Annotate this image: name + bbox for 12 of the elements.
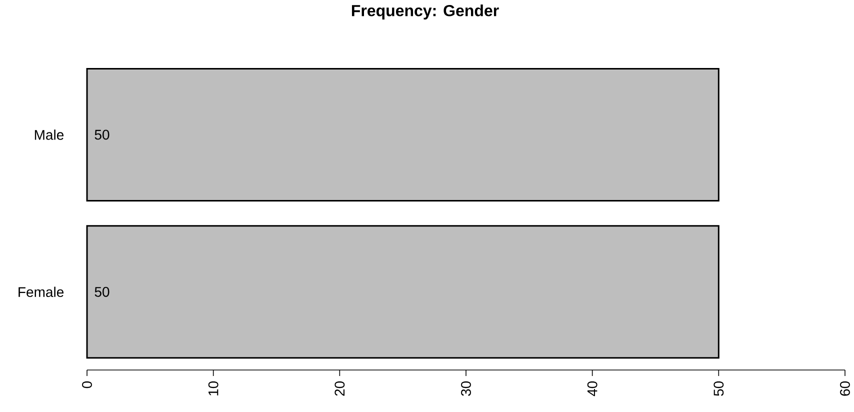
data-label: 50 [94, 130, 110, 140]
data-label: 50 [94, 286, 110, 297]
y-tick-label: Female [18, 286, 64, 298]
x-tick-label: 0 [82, 381, 92, 388]
x-tick-label: 30 [461, 381, 471, 396]
x-tick-label: 20 [334, 381, 345, 396]
x-tick-label: 50 [714, 381, 724, 396]
y-tick-label: Male [34, 130, 64, 140]
chart-title: Frequency: Gender [352, 4, 499, 20]
x-tick-label: 40 [587, 381, 598, 396]
x-tick-label: 60 [840, 381, 850, 396]
x-tick-label: 10 [208, 381, 218, 396]
